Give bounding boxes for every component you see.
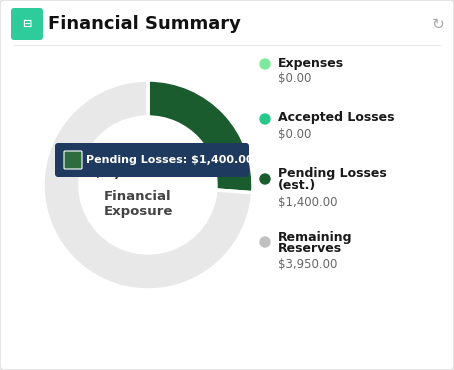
FancyBboxPatch shape	[11, 8, 43, 40]
Wedge shape	[43, 80, 253, 290]
FancyBboxPatch shape	[64, 151, 82, 169]
Text: Accepted Losses: Accepted Losses	[278, 111, 395, 124]
Text: (est.): (est.)	[278, 179, 316, 192]
Circle shape	[260, 174, 270, 184]
Text: Remaining: Remaining	[278, 231, 352, 243]
Text: $3,950.00: $3,950.00	[278, 259, 337, 272]
Text: Pending Losses: $1,400.00: Pending Losses: $1,400.00	[86, 155, 253, 165]
Text: Financial Summary: Financial Summary	[48, 15, 241, 33]
Text: Exposure: Exposure	[104, 205, 173, 218]
Text: Expenses: Expenses	[278, 57, 344, 70]
Text: $1,400.00: $1,400.00	[278, 195, 337, 209]
Text: Reserves: Reserves	[278, 242, 342, 256]
Text: $0.00: $0.00	[278, 73, 311, 85]
Text: $0.00: $0.00	[278, 128, 311, 141]
Circle shape	[260, 59, 270, 69]
Text: ⊟: ⊟	[22, 19, 32, 29]
Wedge shape	[148, 80, 253, 193]
Circle shape	[260, 237, 270, 247]
FancyBboxPatch shape	[55, 143, 249, 177]
Text: $3,950.00: $3,950.00	[91, 162, 185, 180]
Text: ↻: ↻	[432, 17, 444, 31]
Text: Pending Losses: Pending Losses	[278, 168, 387, 181]
Text: Financial: Financial	[104, 191, 172, 204]
Circle shape	[260, 114, 270, 124]
